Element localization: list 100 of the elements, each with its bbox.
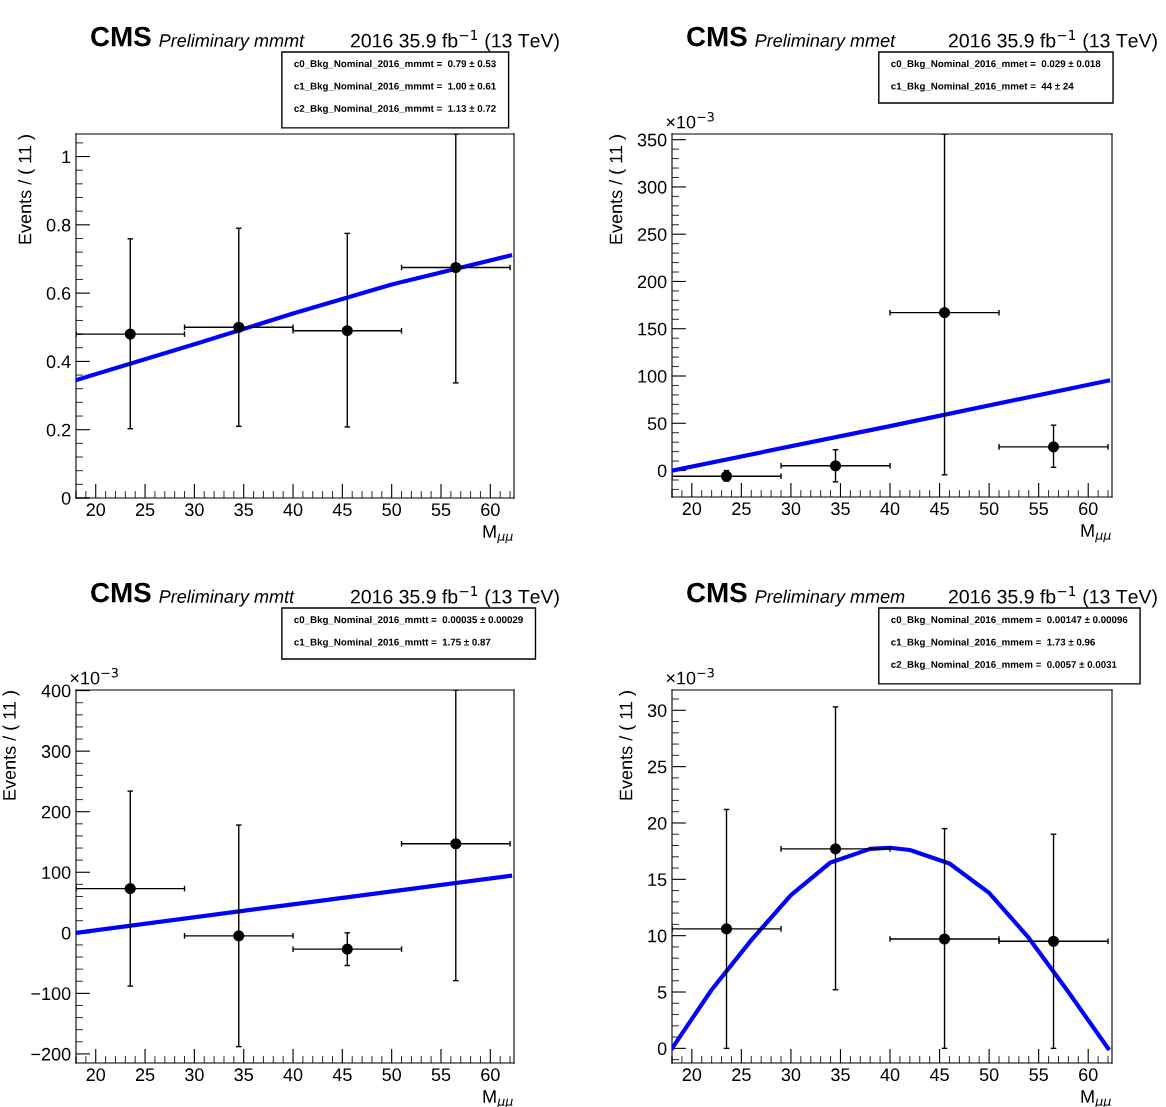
y-tick-label: 300 bbox=[41, 745, 71, 758]
point bbox=[938, 307, 951, 319]
y-tick-label: 200 bbox=[41, 805, 71, 819]
x-tick-label: 55 bbox=[431, 503, 451, 517]
y-tick-label: 0.4 bbox=[46, 355, 71, 369]
text: 2016 35.9 fb$^{−1}$ (13 TeV) bbox=[948, 586, 1157, 608]
chart-title: CMS bbox=[687, 26, 747, 47]
x-tick-label: 30 bbox=[781, 1068, 801, 1082]
text: ×10$^{−3}$ bbox=[70, 667, 118, 685]
text: 2016 35.9 fb$^{−1}$ (13 TeV) bbox=[350, 30, 559, 52]
x-tick-label: 45 bbox=[332, 503, 352, 517]
y-tick-label: 100 bbox=[42, 866, 71, 879]
y-tick-label: 0 bbox=[657, 1042, 667, 1056]
text: ×10$^{−3}$ bbox=[666, 667, 714, 685]
x-tick-label: 20 bbox=[682, 1068, 702, 1082]
y-tick-label: 300 bbox=[637, 180, 667, 194]
text: c0_Bkg_Nominal_2016_mmmt = 0.79 ± 0.53 c1_Bkg_Nominal_2016_mmmt = 1.00 ± 0.61 c2_Bkg_Nominal_2016_mmmt = 1.13 ± 0.72 bbox=[294, 60, 496, 114]
x-tick-label: 60 bbox=[1079, 1068, 1098, 1082]
x-tick-label: 55 bbox=[1029, 502, 1048, 516]
x-tick-label: 40 bbox=[880, 502, 900, 516]
point bbox=[233, 930, 245, 942]
y-tick-label: −200 bbox=[31, 1047, 71, 1061]
line-series bbox=[672, 845, 1111, 1051]
x-tick-label: 35 bbox=[831, 1068, 850, 1082]
y-tick-label: 10 bbox=[648, 929, 667, 943]
x-tick-label: 35 bbox=[831, 502, 850, 516]
x-tick-label: 25 bbox=[732, 1068, 751, 1082]
x-tick-label: 60 bbox=[1079, 502, 1098, 516]
x-tick-label: 20 bbox=[86, 503, 106, 517]
y-tick-label: 350 bbox=[637, 133, 667, 147]
x-tick-label: 20 bbox=[86, 1068, 106, 1082]
chart-subtitle: Preliminary mmtt bbox=[159, 589, 295, 607]
y-tick-label: 5 bbox=[657, 986, 667, 999]
y-tick-label: 0.8 bbox=[46, 218, 71, 232]
line-series bbox=[76, 253, 513, 383]
chart-title: CMS bbox=[687, 582, 747, 603]
x-tick-label: 30 bbox=[781, 502, 801, 516]
y-axis-title: Events / ( 11 ) bbox=[619, 691, 636, 800]
x-tick-label: 40 bbox=[880, 1068, 900, 1082]
y-tick-label: 30 bbox=[647, 704, 667, 717]
x-tick-label: 50 bbox=[979, 1068, 999, 1082]
point bbox=[233, 321, 245, 333]
text: 2016 35.9 fb$^{−1}$ (13 TeV) bbox=[948, 30, 1157, 52]
x-tick-label: 60 bbox=[481, 1068, 500, 1082]
x-tick-label: 20 bbox=[682, 502, 702, 516]
x-axis-title: M$_{μμ}$ bbox=[483, 525, 513, 544]
x-tick-label: 30 bbox=[185, 503, 204, 517]
point bbox=[124, 328, 136, 340]
x-tick-label: 50 bbox=[382, 1068, 402, 1082]
y-axis-title: Events / ( 11 ) bbox=[609, 135, 626, 244]
y-tick-label: 0 bbox=[657, 464, 667, 478]
chart-subtitle: Preliminary mmet bbox=[755, 33, 896, 51]
chart-subtitle: Preliminary mmem bbox=[755, 589, 905, 607]
text: c0_Bkg_Nominal_2016_mmem = 0.00147 ± 0.00096 c1_Bkg_Nominal_2016_mmem = 1.73 ± 0.96 c2_Bkg_Nominal_2016_mmem = 0.0057 ± 0.0031 bbox=[891, 616, 1128, 670]
y-tick-label: 0.6 bbox=[46, 287, 71, 300]
point bbox=[124, 883, 136, 895]
point bbox=[938, 933, 951, 945]
y-tick-label: 25 bbox=[647, 760, 667, 774]
y-axis-title: Events / ( 11 ) bbox=[18, 135, 35, 244]
point bbox=[341, 325, 353, 337]
point bbox=[1047, 935, 1060, 947]
x-tick-label: 50 bbox=[382, 503, 402, 517]
x-tick-label: 25 bbox=[732, 502, 751, 516]
point bbox=[341, 943, 353, 955]
y-tick-label: 400 bbox=[41, 684, 71, 698]
text: ×10$^{−3}$ bbox=[666, 112, 714, 129]
x-tick-label: 25 bbox=[135, 503, 155, 517]
point bbox=[450, 838, 462, 850]
x-axis-title: M$_{μμ}$ bbox=[1081, 524, 1111, 543]
point bbox=[829, 460, 842, 472]
x-tick-label: 35 bbox=[234, 503, 253, 517]
x-tick-label: 60 bbox=[481, 503, 500, 517]
point bbox=[829, 843, 842, 855]
x-tick-label: 25 bbox=[135, 1068, 155, 1082]
point bbox=[720, 923, 733, 935]
y-tick-label: 15 bbox=[648, 873, 667, 887]
y-axis-title: Events / ( 11 ) bbox=[2, 691, 20, 800]
chart-title: CMS bbox=[91, 582, 151, 603]
y-tick-label: 150 bbox=[638, 322, 667, 336]
text: c0_Bkg_Nominal_2016_mmet = 0.029 ± 0.018 c1_Bkg_Nominal_2016_mmet = 44 ± 24 bbox=[891, 60, 1101, 92]
x-tick-label: 45 bbox=[929, 1068, 949, 1082]
x-tick-label: 55 bbox=[1029, 1068, 1048, 1082]
x-tick-label: 50 bbox=[979, 502, 999, 516]
y-tick-label: 50 bbox=[647, 417, 667, 430]
point bbox=[450, 261, 462, 274]
x-tick-label: 30 bbox=[185, 1068, 204, 1082]
x-tick-label: 40 bbox=[283, 1068, 303, 1082]
y-tick-label: 100 bbox=[638, 369, 667, 383]
x-tick-label: 45 bbox=[332, 1068, 352, 1082]
y-tick-label: −100 bbox=[31, 987, 71, 1001]
x-tick-label: 40 bbox=[283, 503, 303, 517]
text: c0_Bkg_Nominal_2016_mmtt = 0.00035 ± 0.00029 c1_Bkg_Nominal_2016_mmtt = 1.75 ± 0.87 bbox=[294, 616, 523, 648]
y-tick-label: 0 bbox=[61, 926, 71, 940]
y-tick-label: 20 bbox=[647, 816, 667, 830]
y-tick-label: 0 bbox=[61, 491, 71, 505]
chart-subtitle: Preliminary mmmt bbox=[159, 33, 305, 51]
point bbox=[1047, 441, 1060, 453]
y-tick-label: 0.2 bbox=[46, 423, 71, 437]
y-tick-label: 250 bbox=[637, 228, 667, 241]
chart-title: CMS bbox=[91, 26, 151, 47]
